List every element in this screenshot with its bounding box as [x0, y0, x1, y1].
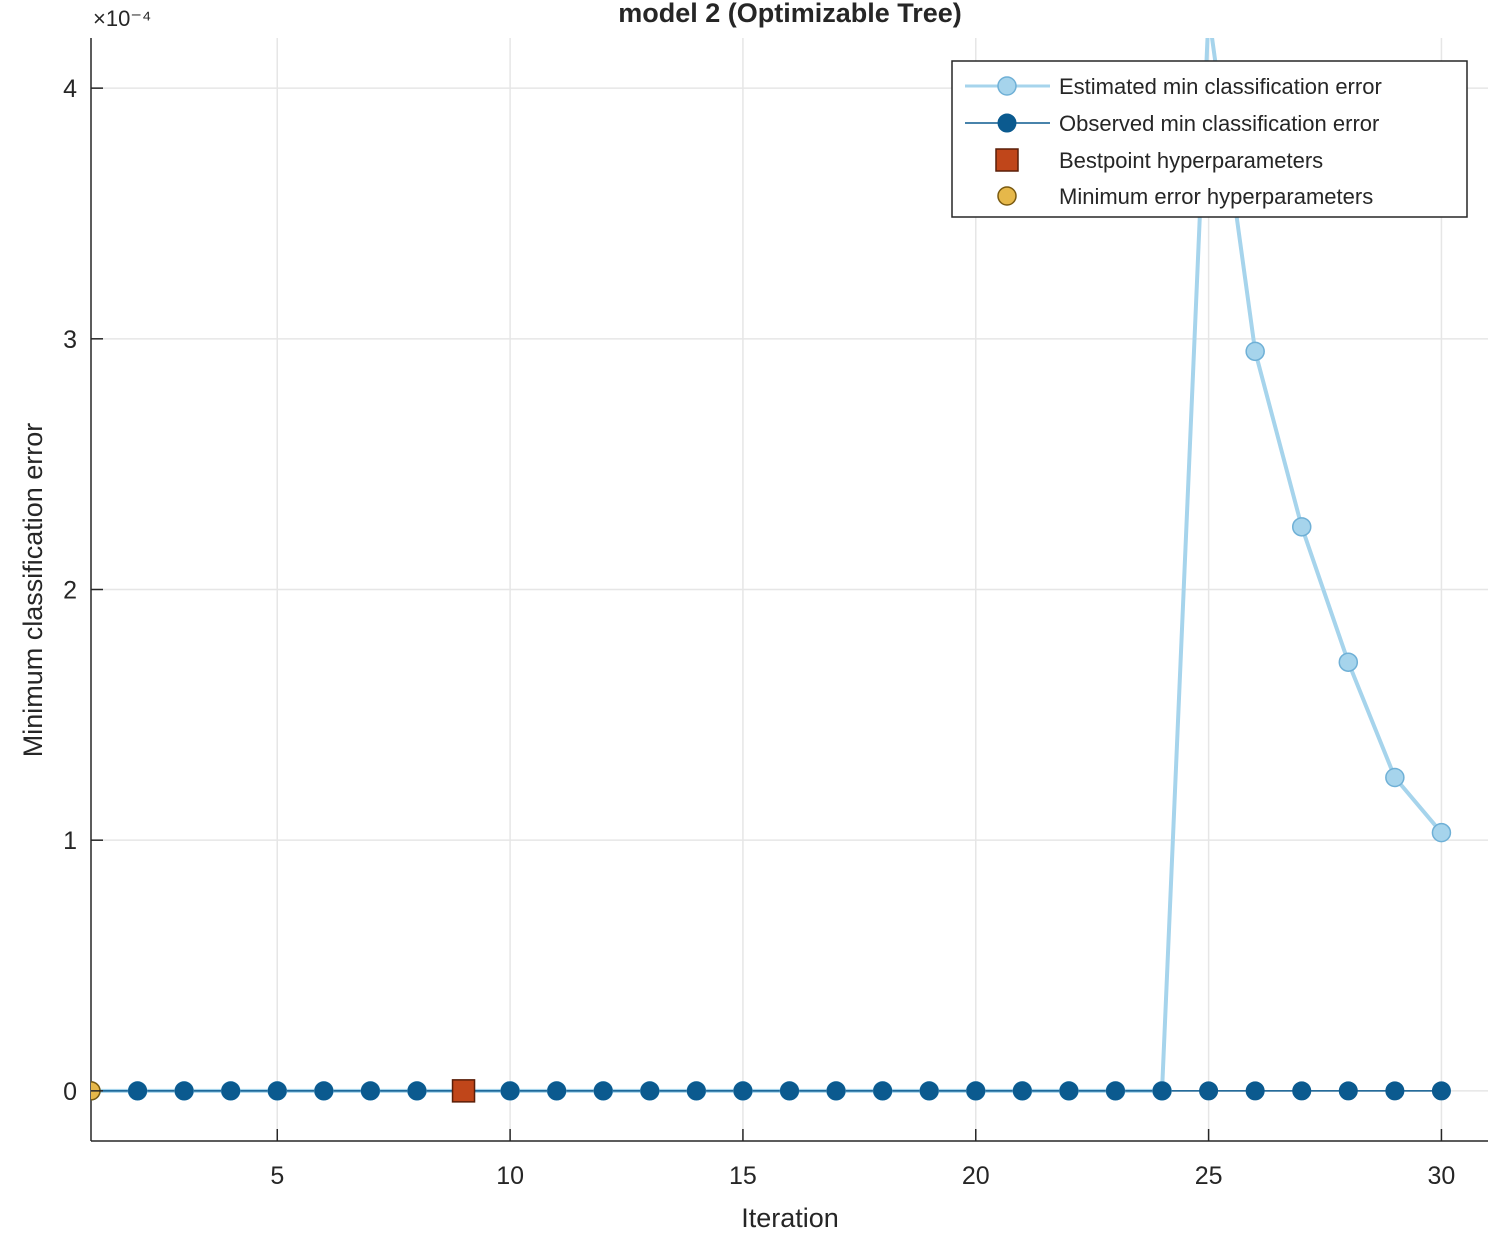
observed-point — [1431, 1081, 1451, 1101]
observed-point — [174, 1081, 194, 1101]
observed-point — [500, 1081, 520, 1101]
observed-point — [407, 1081, 427, 1101]
legend-label: Minimum error hyperparameters — [1059, 184, 1373, 209]
observed-point — [314, 1081, 334, 1101]
x-tick-label: 20 — [962, 1162, 990, 1190]
observed-point — [267, 1081, 287, 1101]
observed-point — [1338, 1081, 1358, 1101]
chart-title: model 2 (Optimizable Tree) — [618, 0, 962, 28]
estimated-point — [1245, 341, 1265, 362]
observed-point — [640, 1081, 660, 1101]
y-tick-label: 4 — [63, 75, 77, 103]
y-axis-label: Minimum classification error — [18, 423, 48, 758]
legend-label: Bestpoint hyperparameters — [1059, 148, 1323, 173]
x-tick-label: 15 — [729, 1162, 757, 1190]
observed-point — [873, 1081, 893, 1101]
y-axis-exponent-label: ×10⁻⁴ — [93, 6, 151, 31]
observed-point — [966, 1081, 986, 1101]
y-tick-label: 3 — [63, 326, 77, 354]
ticks: 5 10 15 20 25 30 0 1 2 3 4 — [63, 75, 1455, 1190]
x-tick-label: 25 — [1195, 1162, 1223, 1190]
estimated-point — [1385, 767, 1405, 788]
estimated-point — [1200, 4, 1218, 22]
legend-bestpoint-marker — [995, 148, 1019, 172]
legend: Estimated min classification error Observ… — [951, 60, 1468, 218]
estimated-point — [1431, 822, 1452, 843]
observed-point — [1059, 1081, 1079, 1101]
observed-point — [686, 1081, 706, 1101]
observed-point — [780, 1081, 799, 1101]
observed-point — [221, 1081, 241, 1101]
estimated-point — [1291, 517, 1312, 537]
observed-point — [128, 1081, 148, 1101]
observed-point — [547, 1081, 567, 1101]
observed-point — [1385, 1081, 1405, 1101]
observed-point — [919, 1081, 939, 1101]
y-tick-label: 2 — [63, 577, 77, 605]
observed-point — [1105, 1081, 1125, 1101]
estimated-point — [1338, 652, 1359, 672]
observed-point — [1245, 1081, 1265, 1101]
legend-estimated-marker — [997, 76, 1017, 96]
legend-observed-marker — [997, 113, 1017, 133]
observed-point — [593, 1081, 613, 1101]
observed-point — [1012, 1081, 1032, 1101]
observed-point — [1152, 1081, 1172, 1101]
y-tick-label: 0 — [63, 1078, 77, 1106]
bestpoint-marker — [451, 1079, 476, 1103]
legend-minimum-error-marker — [997, 186, 1017, 206]
x-tick-label: 10 — [496, 1162, 524, 1190]
observed-point — [826, 1081, 846, 1101]
x-tick-label: 30 — [1428, 1162, 1456, 1190]
legend-label: Estimated min classification error — [1059, 74, 1382, 99]
observed-point — [1292, 1081, 1312, 1101]
observed-point — [360, 1081, 380, 1101]
y-tick-label: 1 — [63, 827, 77, 855]
observed-point — [1199, 1081, 1219, 1101]
legend-label: Observed min classification error — [1059, 111, 1379, 136]
x-axis-label: Iteration — [741, 1203, 839, 1233]
x-tick-label: 5 — [270, 1162, 284, 1190]
observed-point — [733, 1081, 753, 1101]
